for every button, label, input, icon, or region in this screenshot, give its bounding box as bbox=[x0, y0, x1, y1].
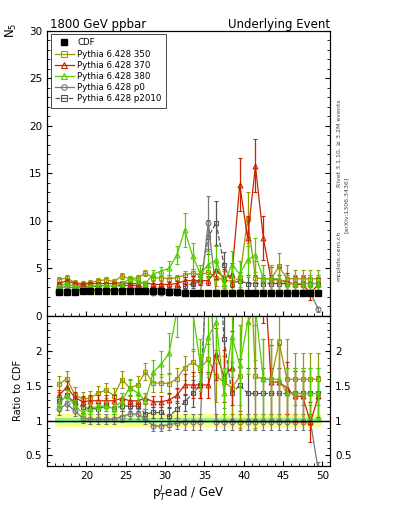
Y-axis label: Ratio to CDF: Ratio to CDF bbox=[13, 360, 23, 421]
Y-axis label: N$_5$: N$_5$ bbox=[4, 23, 19, 38]
Legend: CDF, Pythia 6.428 350, Pythia 6.428 370, Pythia 6.428 380, Pythia 6.428 p0, Pyth: CDF, Pythia 6.428 350, Pythia 6.428 370,… bbox=[51, 34, 166, 108]
X-axis label: p$_T^l$ead / GeV: p$_T^l$ead / GeV bbox=[152, 483, 225, 503]
Text: Rivet 3.1.10, ≥ 3.2M events: Rivet 3.1.10, ≥ 3.2M events bbox=[336, 99, 342, 187]
Text: [arXiv:1306.3436]: [arXiv:1306.3436] bbox=[344, 177, 349, 233]
Text: mcplots.cern.ch: mcplots.cern.ch bbox=[336, 231, 342, 281]
Text: Underlying Event: Underlying Event bbox=[228, 18, 330, 31]
Text: 1800 GeV ppbar: 1800 GeV ppbar bbox=[50, 18, 146, 31]
